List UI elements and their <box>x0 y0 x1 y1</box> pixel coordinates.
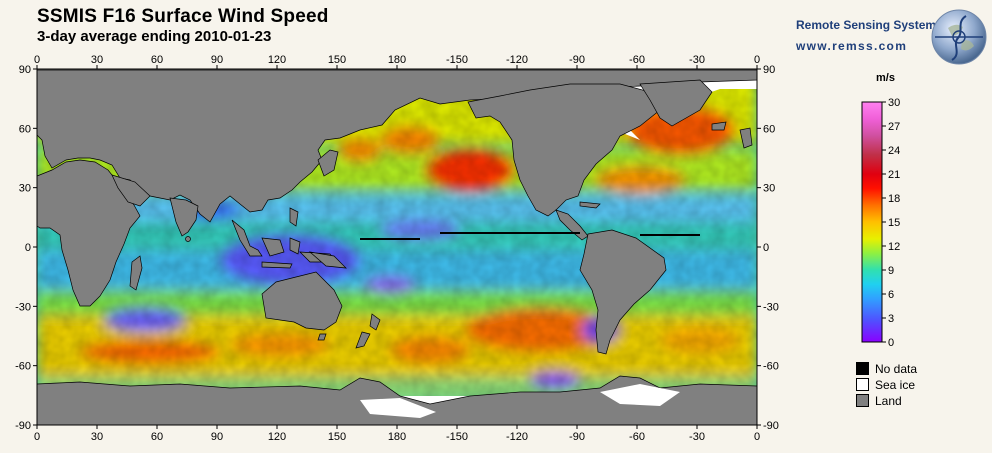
land-swatch <box>856 394 869 407</box>
colorbar-tick-label: 6 <box>888 289 894 301</box>
lon-tick-label: 150 <box>328 54 346 66</box>
lat-tick-label: 60 <box>19 123 31 135</box>
lon-tick-label: -60 <box>629 54 645 66</box>
lon-tick-label: -30 <box>689 54 705 66</box>
colorbar-tick-label: 15 <box>888 217 900 229</box>
lon-tick-label: 120 <box>268 54 286 66</box>
lat-tick-label: 30 <box>19 183 31 195</box>
lat-tick-label: -30 <box>763 301 779 313</box>
no-data-patches <box>360 232 700 240</box>
lon-tick-label: 90 <box>211 54 223 66</box>
sea-ice-swatch <box>856 378 869 391</box>
legend-label-sea-ice: Sea ice <box>875 378 916 392</box>
colorbar-tick-label: 21 <box>888 169 900 181</box>
legend-item-no-data: No data <box>856 362 917 376</box>
colorbar-tick-label: 0 <box>888 337 894 349</box>
legend-item-sea-ice: Sea ice <box>856 378 915 392</box>
land-masses <box>37 69 757 425</box>
lat-tick-label: 90 <box>19 64 31 76</box>
lon-tick-label: -90 <box>569 54 585 66</box>
legend-item-land: Land <box>856 394 902 408</box>
colorbar-tick-label: 12 <box>888 241 900 253</box>
lon-tick-label: 60 <box>151 431 163 443</box>
antarctic-ice <box>360 384 680 418</box>
globe-logo-icon <box>931 9 987 65</box>
lon-tick-label: -150 <box>446 431 468 443</box>
lon-tick-label: -60 <box>629 431 645 443</box>
legend-units: m/s <box>876 72 895 84</box>
lon-tick-label: 90 <box>211 431 223 443</box>
longitude-ticks-bottom: 0 30 60 90 120 150 180 -150 -120 -90 -60 -30 0 <box>34 425 760 443</box>
lat-tick-label: -60 <box>15 361 31 373</box>
lon-tick-label: 0 <box>754 431 760 443</box>
lon-tick-label: 30 <box>91 54 103 66</box>
lon-tick-label: 120 <box>268 431 286 443</box>
page-subtitle: 3-day average ending 2010-01-23 <box>37 28 272 45</box>
lon-tick-label: 0 <box>754 54 760 66</box>
latitude-ticks-right: 90 60 30 0 -30 -60 -90 <box>757 64 779 432</box>
longitude-ticks-top: 0 30 60 90 120 150 180 -150 -120 -90 -60 -30 0 <box>34 54 760 69</box>
colorbar-tick-label: 3 <box>888 313 894 325</box>
lat-tick-label: 60 <box>763 123 775 135</box>
colorbar-tick-label: 9 <box>888 265 894 277</box>
colorbar-tick-label: 24 <box>888 145 900 157</box>
lat-tick-label: 0 <box>25 242 31 254</box>
lat-tick-label: -60 <box>763 361 779 373</box>
brand-name: Remote Sensing Systems <box>796 18 943 32</box>
lon-tick-label: -30 <box>689 431 705 443</box>
lon-tick-label: -120 <box>506 54 528 66</box>
lat-tick-label: 0 <box>763 242 769 254</box>
lat-tick-label: 30 <box>763 183 775 195</box>
lon-tick-label: 60 <box>151 54 163 66</box>
page-title: SSMIS F16 Surface Wind Speed <box>37 6 329 27</box>
lon-tick-label: -150 <box>446 54 468 66</box>
lon-tick-label: 30 <box>91 431 103 443</box>
no-data-swatch <box>856 362 869 375</box>
lat-tick-label: -30 <box>15 301 31 313</box>
lon-tick-label: 180 <box>388 54 406 66</box>
lon-tick-label: 0 <box>34 54 40 66</box>
lon-tick-label: 0 <box>34 431 40 443</box>
colorbar-tick-label: 18 <box>888 193 900 205</box>
legend-label-no-data: No data <box>875 362 918 376</box>
colorbar-gradient <box>861 101 883 343</box>
latitude-ticks-left: 90 60 30 0 -30 -60 -90 <box>15 64 37 432</box>
lat-tick-label: -90 <box>763 420 779 432</box>
lon-tick-label: 180 <box>388 431 406 443</box>
lat-tick-label: -90 <box>15 420 31 432</box>
lon-tick-label: -90 <box>569 431 585 443</box>
brand-url[interactable]: www.remss.com <box>796 39 908 53</box>
lon-tick-label: 150 <box>328 431 346 443</box>
lon-tick-label: -120 <box>506 431 528 443</box>
colorbar-tick-label: 30 <box>888 97 900 109</box>
lat-tick-label: 90 <box>763 64 775 76</box>
colorbar-tick-label: 27 <box>888 121 900 133</box>
legend-label-land: Land <box>875 394 902 408</box>
